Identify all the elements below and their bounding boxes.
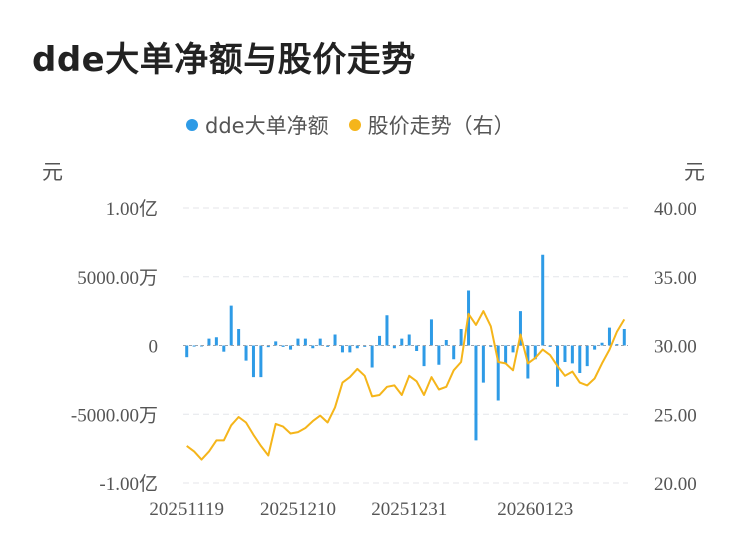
dde-bar — [229, 305, 233, 346]
x-axis-ticks: 20251119 20251210 20251231 20260123 — [149, 499, 573, 520]
dde-bar — [237, 329, 241, 346]
dde-bar — [207, 338, 211, 346]
x-axis-tick-label: 20251231 — [371, 499, 447, 520]
gridlines — [183, 207, 628, 484]
dde-bar — [259, 345, 263, 378]
dde-bar — [392, 345, 396, 349]
legend-item-dde[interactable]: dde大单净额 — [186, 110, 329, 140]
dde-bar — [348, 345, 352, 353]
dde-bar — [489, 345, 493, 347]
left-axis-tick-label: 5000.00万 — [77, 268, 158, 289]
chart-legend: dde大单净额 股价走势（右） — [186, 110, 535, 140]
legend-item-price[interactable]: 股价走势（右） — [348, 110, 515, 140]
dde-bar — [192, 345, 196, 347]
right-axis-tick-label: 40.00 — [654, 199, 697, 220]
dde-bar — [504, 345, 508, 364]
dde-bar — [214, 337, 218, 346]
right-axis-tick-label: 20.00 — [654, 474, 697, 495]
legend-dot-price-icon — [348, 119, 361, 131]
x-axis-tick-label: 20251210 — [260, 499, 336, 520]
dde-bar — [274, 341, 278, 346]
left-axis-unit: 元 — [42, 160, 63, 184]
dde-bar — [533, 345, 537, 360]
dde-bar — [251, 345, 255, 378]
dde-bar — [570, 345, 574, 364]
dde-bar — [333, 334, 337, 346]
right-axis-ticks: 40.00 35.00 30.00 25.00 20.00 — [654, 199, 697, 495]
dde-bar — [429, 319, 433, 346]
dde-bar — [518, 311, 522, 346]
dde-bar — [326, 345, 330, 347]
dde-bar — [311, 345, 315, 349]
legend-label-price: 股价走势（右） — [367, 114, 515, 138]
dde-bar — [303, 338, 307, 346]
dde-bar — [385, 315, 389, 346]
dde-bar — [607, 327, 611, 346]
dde-bar — [407, 334, 411, 346]
dde-bar — [563, 345, 567, 362]
dde-bar — [496, 345, 500, 401]
dde-bar — [622, 329, 626, 346]
dde-bar — [296, 338, 300, 346]
left-axis-tick-label: -5000.00万 — [71, 405, 158, 426]
chart-title: dde大单净额与股价走势 — [32, 40, 416, 80]
dde-bar — [615, 344, 619, 346]
dde-bar — [593, 345, 597, 350]
x-axis-tick-label: 20251119 — [149, 499, 224, 520]
dde-bar — [415, 345, 419, 351]
dde-bar — [400, 338, 404, 346]
dde-bar — [511, 345, 515, 353]
dde-bar — [244, 345, 248, 361]
dde-bar — [481, 345, 485, 383]
dde-bar — [318, 338, 322, 346]
dde-bar — [289, 345, 293, 350]
legend-dot-dde-icon — [186, 119, 198, 131]
left-axis-tick-label: 1.00亿 — [106, 198, 158, 220]
dde-bar — [185, 345, 189, 358]
dde-bar — [281, 345, 285, 347]
dde-bar — [437, 345, 441, 365]
dde-bar — [578, 345, 582, 373]
dde-bar — [222, 345, 226, 352]
bar-series-dde — [185, 254, 626, 441]
dde-bar — [459, 329, 463, 346]
left-axis-tick-label: 0 — [149, 337, 159, 358]
dde-bar — [266, 345, 270, 348]
x-axis-tick-label: 20260123 — [497, 499, 573, 520]
right-axis-unit: 元 — [684, 160, 705, 184]
dde-bar — [370, 345, 374, 368]
right-axis-tick-label: 35.00 — [654, 268, 697, 289]
legend-label-dde: dde大单净额 — [205, 114, 329, 138]
dde-bar — [355, 345, 359, 349]
dde-bar — [363, 345, 367, 347]
right-axis-tick-label: 30.00 — [654, 337, 697, 358]
left-axis-tick-label: -1.00亿 — [99, 473, 158, 495]
left-axis-ticks: 1.00亿 5000.00万 0 -5000.00万 -1.00亿 — [71, 198, 158, 495]
line-series-price — [186, 310, 626, 461]
price-line — [186, 310, 626, 461]
dde-bar — [422, 345, 426, 367]
dde-bar — [548, 345, 552, 347]
dde-bar — [452, 345, 456, 360]
dde-bar — [600, 342, 604, 346]
dde-bar — [378, 335, 382, 346]
dde-bar — [340, 345, 344, 353]
right-axis-tick-label: 25.00 — [654, 405, 697, 426]
dde-bar — [585, 345, 589, 367]
dde-bar — [474, 345, 478, 441]
dde-bar — [541, 254, 545, 346]
dde-bar — [444, 340, 448, 346]
